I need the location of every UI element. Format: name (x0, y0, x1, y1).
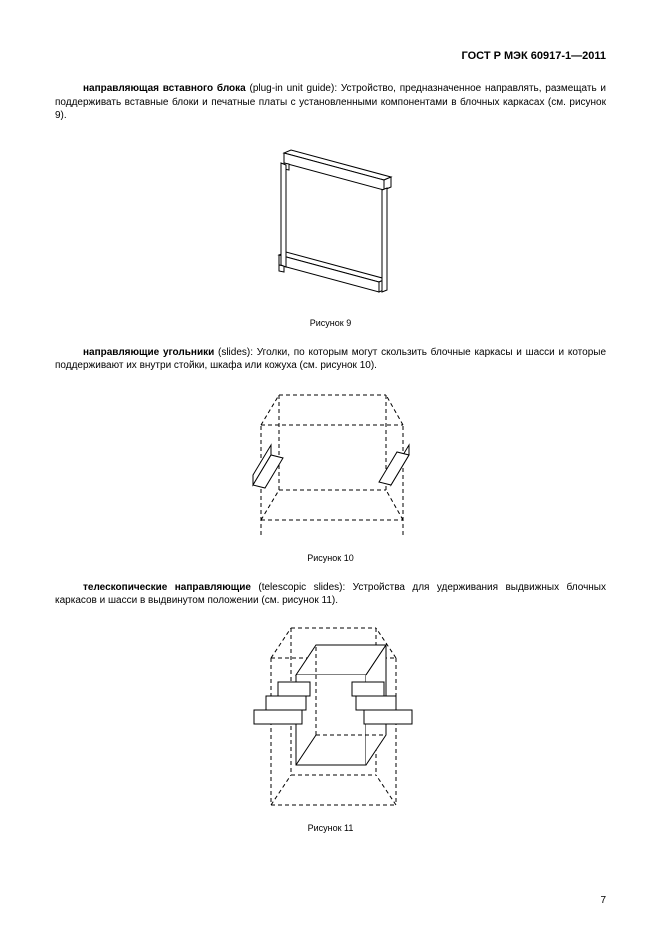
term-1: направляющая вставного блока (83, 83, 246, 94)
standard-header: ГОСТ Р МЭК 60917-1—2011 (55, 50, 606, 62)
figure-11-caption: Рисунок 11 (55, 823, 606, 833)
term-3: телескопические направляющие (83, 582, 251, 593)
paragraph-3: телескопические направляющие (telescopic… (55, 581, 606, 608)
term-2: направляющие угольники (83, 347, 214, 358)
paragraph-2: направляющие угольники (slides): Уголки,… (55, 346, 606, 373)
figure-10-caption: Рисунок 10 (55, 553, 606, 563)
figure-11 (55, 620, 606, 815)
figure-9-caption: Рисунок 9 (55, 318, 606, 328)
term-1-en: (plug-in unit guide) (250, 83, 335, 94)
paragraph-1: направляющая вставного блока (plug-in un… (55, 82, 606, 123)
page-number: 7 (600, 895, 606, 906)
figure-10 (55, 385, 606, 545)
term-2-en: (slides) (218, 347, 250, 358)
term-3-en: (telescopic slides) (258, 582, 342, 593)
figure-9 (55, 135, 606, 310)
